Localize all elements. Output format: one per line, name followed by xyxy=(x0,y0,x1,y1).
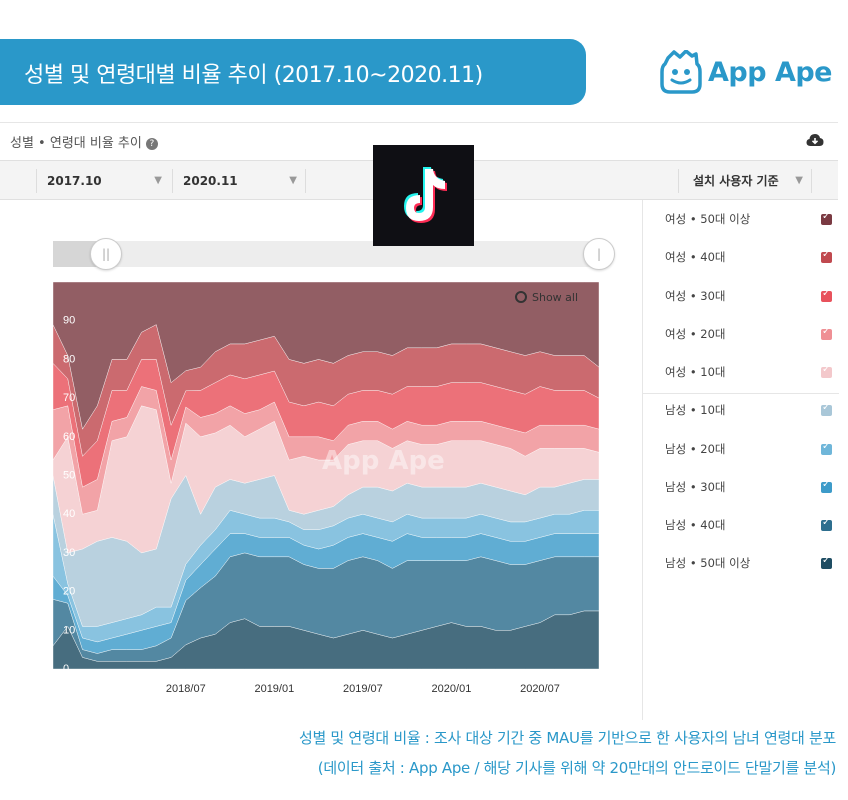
y-tick-label: 20 xyxy=(63,586,75,598)
legend: 여성 • 50대 이상여성 • 40대여성 • 30대여성 • 20대여성 • … xyxy=(642,200,839,720)
chevron-down-icon: ▼ xyxy=(795,175,803,186)
chevron-down-icon: ▼ xyxy=(154,175,162,186)
question-icon[interactable]: ? xyxy=(145,137,158,150)
page-title: 성별 및 연령대별 비율 추이 (2017.10~2020.11) xyxy=(24,63,483,88)
date-range-slider[interactable]: || | xyxy=(53,238,615,270)
app-ape-logo: App Ape xyxy=(660,50,833,94)
stacked-area-chart: 0 10 20 30 40 50 60 70 80 90 2018/07 2019/01 2019/07… xyxy=(52,281,600,695)
legend-checkbox[interactable] xyxy=(821,479,832,493)
y-tick-label: 50 xyxy=(63,470,75,482)
caption-line-2: (데이터 출처 : App Ape / 해당 기사를 위해 약 20만대의 안드… xyxy=(317,759,837,777)
legend-checkbox[interactable] xyxy=(821,402,832,416)
x-tick-label: 2018/07 xyxy=(166,683,206,695)
chevron-down-icon: ▼ xyxy=(289,175,297,186)
legend-item-label: 여성 • 40대 xyxy=(665,250,726,264)
legend-checkbox[interactable] xyxy=(821,517,832,531)
range-slider-right-handle[interactable]: | xyxy=(583,238,615,270)
legend-item-label: 남성 • 40대 xyxy=(665,518,726,532)
legend-item-label: 여성 • 20대 xyxy=(665,327,726,341)
basis-value: 설치 사용자 기준 xyxy=(693,174,779,188)
legend-item-label: 남성 • 50대 이상 xyxy=(665,556,751,570)
area-series-9 xyxy=(52,281,600,430)
legend-checkbox[interactable] xyxy=(821,364,832,378)
legend-item-label: 남성 • 20대 xyxy=(665,442,726,456)
y-tick-label: 30 xyxy=(63,547,75,559)
range-slider-left-handle[interactable]: || xyxy=(90,238,122,270)
legend-checkbox[interactable] xyxy=(821,441,832,455)
y-tick-label: 80 xyxy=(63,353,75,365)
legend-item-label: 여성 • 50대 이상 xyxy=(665,212,751,226)
legend-item-label: 여성 • 10대 xyxy=(665,365,726,379)
panel-title-text: 성별 • 연령대 비율 추이 xyxy=(10,136,142,151)
legend-checkbox[interactable] xyxy=(821,555,832,569)
panel-title: 성별 • 연령대 비율 추이? xyxy=(10,132,158,151)
start-date-value: 2017.10 xyxy=(47,174,102,188)
watermark: App Ape xyxy=(322,446,445,476)
divider xyxy=(0,122,838,123)
y-tick-label: 70 xyxy=(63,392,75,404)
basis-select[interactable]: 설치 사용자 기준 ▼ xyxy=(678,169,812,193)
legend-checkbox[interactable] xyxy=(821,249,832,263)
caption-line-1: 성별 및 연령대 비율 : 조사 대상 기간 중 MAU를 기반으로 한 사용자… xyxy=(298,729,836,747)
ape-logo-icon xyxy=(660,50,702,94)
legend-divider xyxy=(643,393,839,394)
legend-item-label: 여성 • 30대 xyxy=(665,289,726,303)
show-all-button[interactable]: Show all xyxy=(515,291,578,304)
y-tick-label: 60 xyxy=(63,431,75,443)
legend-item-label: 남성 • 10대 xyxy=(665,403,726,417)
end-date-select[interactable]: 2020.11 ▼ xyxy=(172,169,306,193)
legend-checkbox[interactable] xyxy=(821,288,832,302)
cloud-download-icon[interactable] xyxy=(806,133,824,147)
y-tick-label: 10 xyxy=(63,624,75,636)
x-tick-label: 2019/07 xyxy=(343,683,383,695)
y-tick-label: 90 xyxy=(63,315,75,327)
legend-item-label: 남성 • 30대 xyxy=(665,480,726,494)
x-tick-label: 2020/07 xyxy=(520,683,560,695)
x-tick-label: 2020/01 xyxy=(432,683,472,695)
header-banner: 성별 및 연령대별 비율 추이 (2017.10~2020.11) xyxy=(0,39,586,105)
show-all-label: Show all xyxy=(532,291,579,304)
zoom-out-icon xyxy=(515,291,527,303)
y-tick-label: 40 xyxy=(63,508,75,520)
y-tick-label: 0 xyxy=(63,663,69,675)
legend-checkbox[interactable] xyxy=(821,211,832,225)
end-date-value: 2020.11 xyxy=(183,174,238,188)
start-date-select[interactable]: 2017.10 ▼ xyxy=(36,169,170,193)
tiktok-logo-icon xyxy=(373,145,474,246)
x-tick-label: 2019/01 xyxy=(254,683,294,695)
legend-checkbox[interactable] xyxy=(821,326,832,340)
brand-name: App Ape xyxy=(708,56,833,88)
